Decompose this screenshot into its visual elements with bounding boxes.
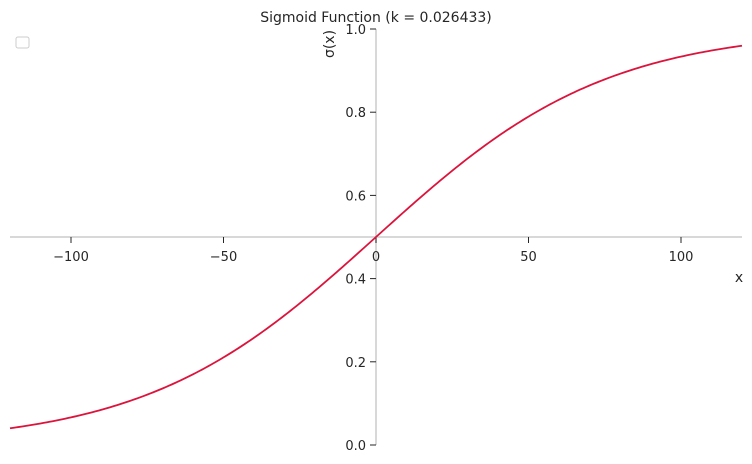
x-axis-label: x	[735, 270, 743, 286]
x-tick-label: 100	[669, 250, 694, 265]
plot-area	[9, 44, 743, 430]
y-axis-label: σ(x)	[322, 30, 338, 58]
y-tick-label: 1.0	[345, 23, 366, 38]
y-tick-label: 0.2	[345, 356, 366, 371]
x-tick-label: −50	[210, 250, 237, 265]
y-tick-label: 0.6	[345, 189, 366, 204]
x-tick-label: 0	[372, 250, 380, 265]
y-tick-label: 0.0	[345, 439, 366, 454]
y-tick-label: 0.4	[345, 273, 366, 288]
sigmoid-curve	[9, 44, 743, 430]
tick-labels: −100 −50 0 50 100 0.0 0.2 0.4 0.6 0.8 1.0	[53, 23, 693, 454]
chart-title: Sigmoid Function (k = 0.026433)	[260, 10, 492, 26]
y-tick-label: 0.8	[345, 106, 366, 121]
x-tick-label: −100	[53, 250, 89, 265]
x-tick-label: 50	[520, 250, 537, 265]
legend-box	[15, 36, 30, 49]
